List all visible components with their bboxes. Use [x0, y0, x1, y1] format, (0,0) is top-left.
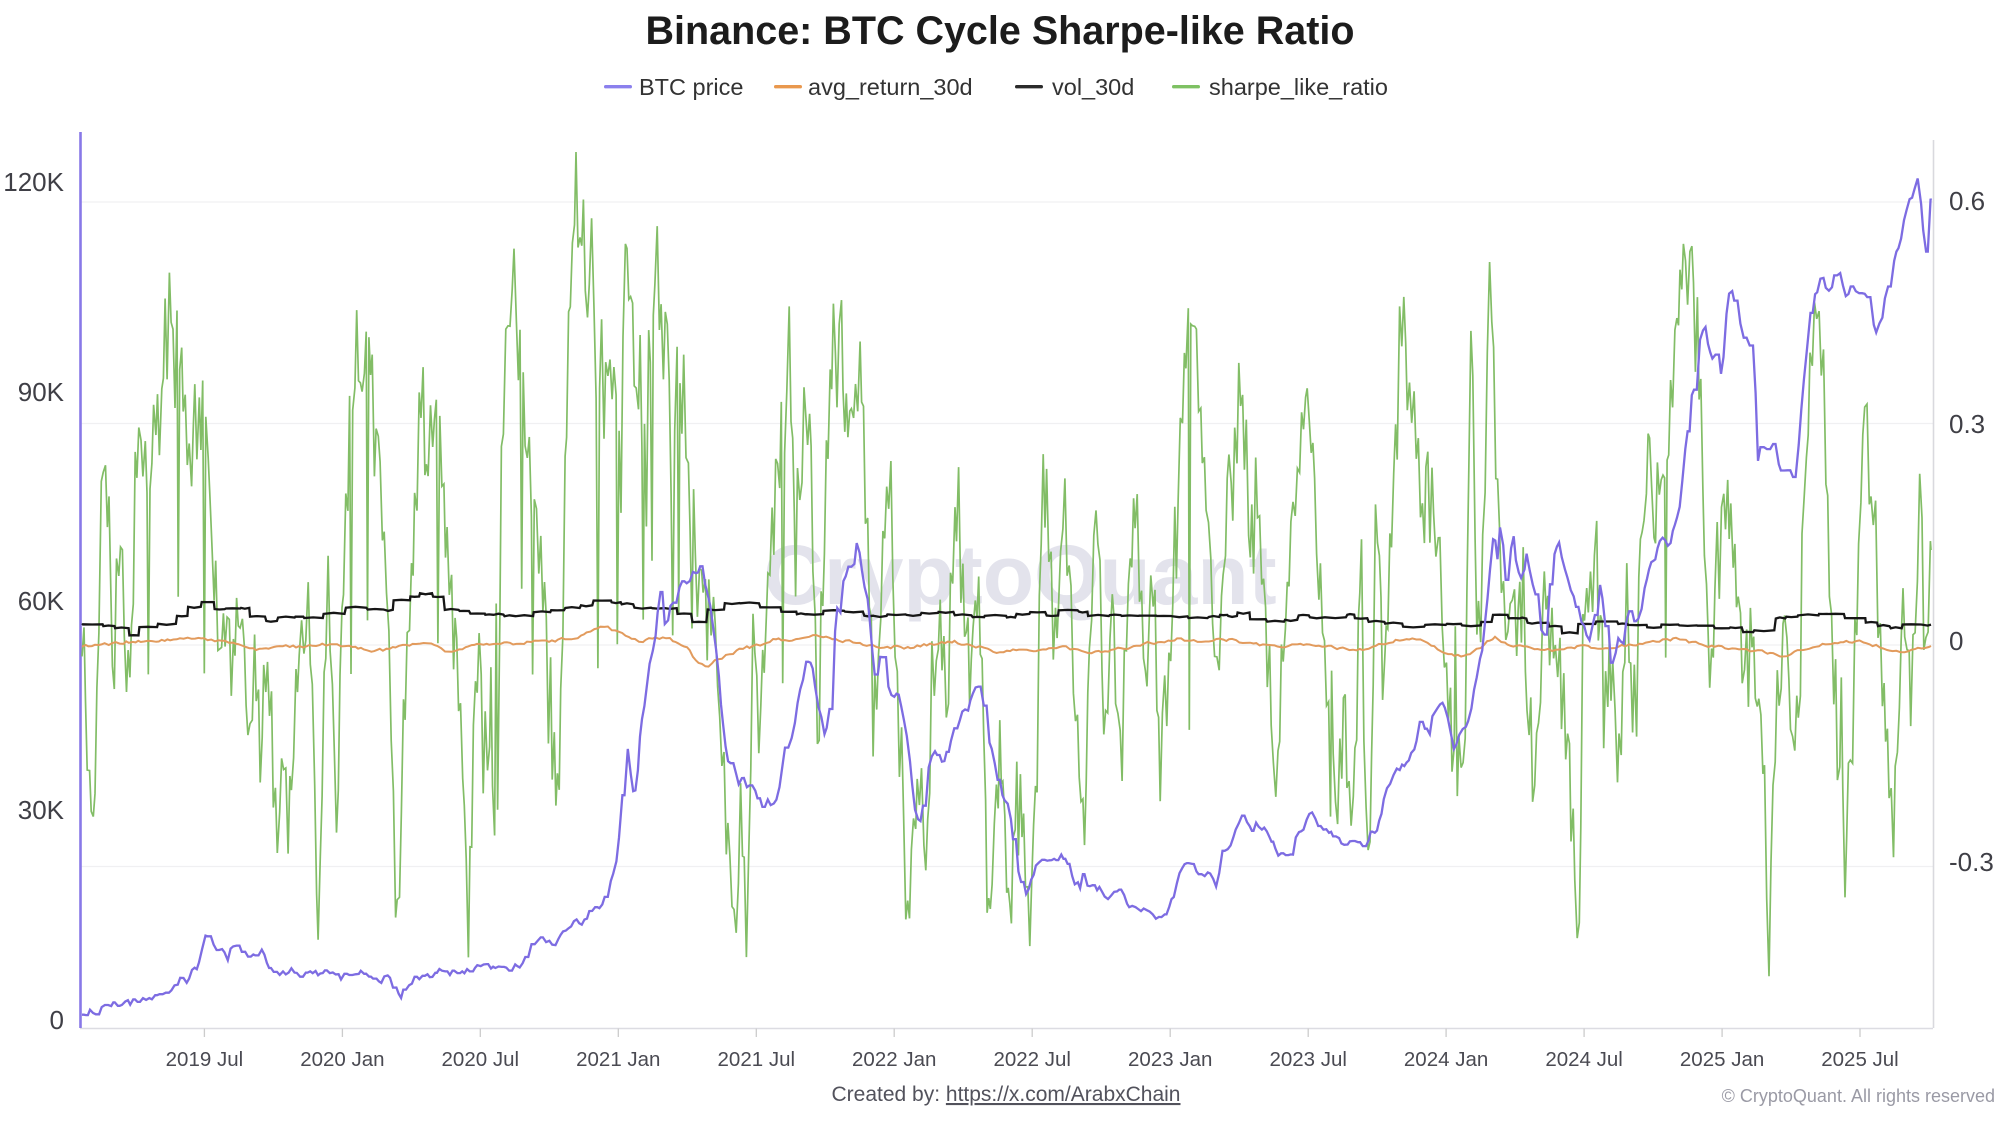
svg-text:sharpe_like_ratio: sharpe_like_ratio	[1209, 74, 1388, 100]
svg-text:2019 Jul: 2019 Jul	[166, 1048, 244, 1071]
svg-text:© CryptoQuant. All rights rese: © CryptoQuant. All rights reserved	[1722, 1086, 1995, 1106]
svg-text:90K: 90K	[18, 377, 65, 407]
svg-text:CryptoQuant: CryptoQuant	[763, 528, 1276, 622]
svg-text:BTC price: BTC price	[639, 74, 743, 100]
svg-text:2020 Jan: 2020 Jan	[300, 1048, 384, 1071]
svg-text:0.3: 0.3	[1949, 409, 1985, 439]
svg-text:2022 Jan: 2022 Jan	[852, 1048, 936, 1071]
svg-text:0.6: 0.6	[1949, 186, 1985, 216]
svg-text:vol_30d: vol_30d	[1052, 74, 1134, 100]
svg-text:2024 Jan: 2024 Jan	[1404, 1048, 1488, 1071]
svg-text:0: 0	[1949, 626, 1963, 656]
svg-text:2022 Jul: 2022 Jul	[993, 1048, 1071, 1071]
svg-text:60K: 60K	[18, 586, 65, 616]
svg-text:2025 Jan: 2025 Jan	[1680, 1048, 1764, 1071]
svg-text:2025 Jul: 2025 Jul	[1821, 1048, 1899, 1071]
svg-text:Binance: BTC Cycle Sharpe-like: Binance: BTC Cycle Sharpe-like Ratio	[646, 9, 1355, 53]
svg-text:2023 Jan: 2023 Jan	[1128, 1048, 1212, 1071]
svg-text:120K: 120K	[3, 167, 64, 197]
svg-text:0: 0	[50, 1005, 64, 1035]
svg-text:2020 Jul: 2020 Jul	[442, 1048, 520, 1071]
svg-text:30K: 30K	[18, 795, 65, 825]
svg-text:2024 Jul: 2024 Jul	[1545, 1048, 1623, 1071]
svg-text:2021 Jan: 2021 Jan	[576, 1048, 660, 1071]
svg-text:2021 Jul: 2021 Jul	[718, 1048, 796, 1071]
svg-text:2023 Jul: 2023 Jul	[1269, 1048, 1347, 1071]
svg-text:Created by: https://x.com/Arab: Created by: https://x.com/ArabxChain	[831, 1083, 1180, 1106]
svg-text:avg_return_30d: avg_return_30d	[808, 74, 973, 100]
svg-text:-0.3: -0.3	[1949, 847, 1994, 877]
